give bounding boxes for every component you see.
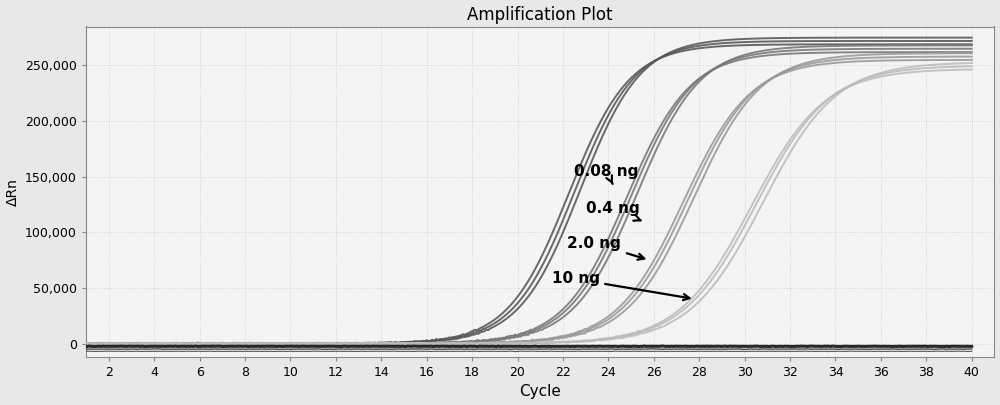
- Text: 0.08 ng: 0.08 ng: [574, 164, 639, 184]
- X-axis label: Cycle: Cycle: [519, 384, 561, 399]
- Text: 2.0 ng: 2.0 ng: [567, 236, 644, 260]
- Text: 10 ng: 10 ng: [552, 271, 689, 300]
- Y-axis label: ΔRn: ΔRn: [6, 178, 20, 206]
- Title: Amplification Plot: Amplification Plot: [467, 6, 613, 23]
- Text: 0.4 ng: 0.4 ng: [586, 201, 641, 221]
